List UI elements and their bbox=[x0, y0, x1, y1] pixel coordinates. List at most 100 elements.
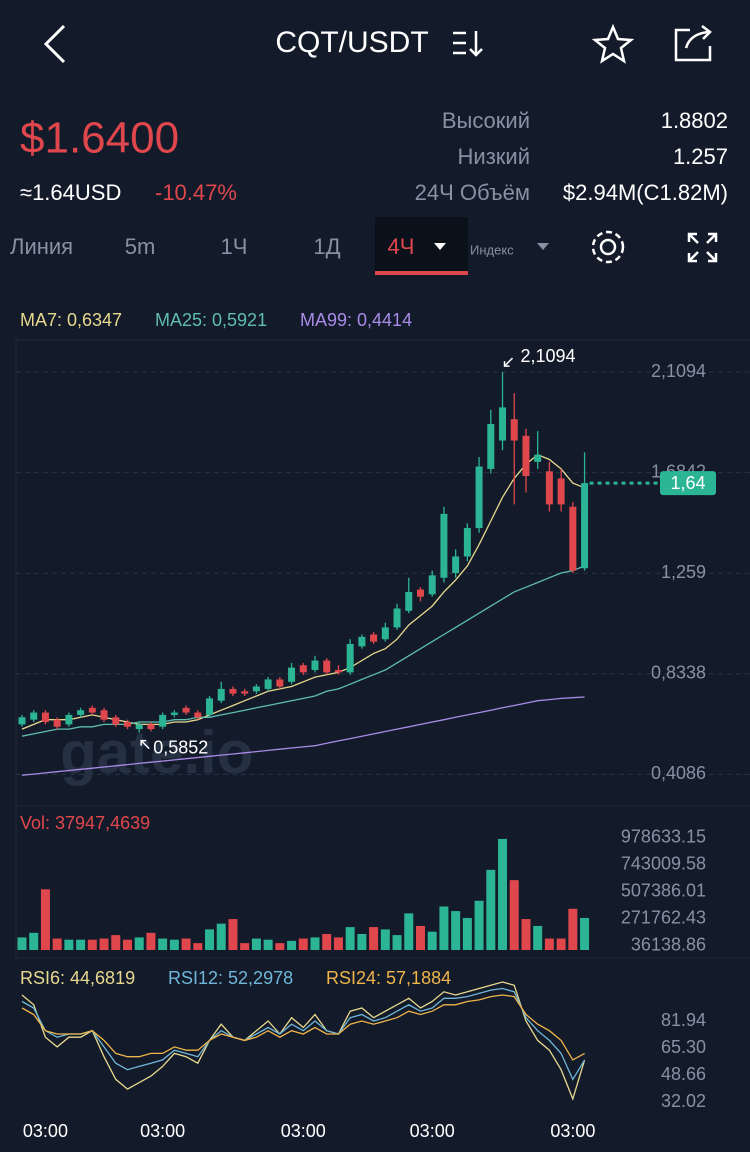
candle-body bbox=[159, 714, 167, 727]
fullscreen-button[interactable] bbox=[687, 232, 718, 263]
candle-body bbox=[112, 717, 120, 725]
candle-body bbox=[217, 688, 225, 701]
candle-body bbox=[522, 435, 530, 477]
price-change: -10.47% bbox=[155, 180, 237, 205]
candle-body bbox=[123, 722, 131, 727]
legend-entry: RSI12: 52,2978 bbox=[168, 968, 293, 988]
candle-body bbox=[276, 679, 284, 687]
volume-bar bbox=[357, 933, 367, 950]
volume-bar bbox=[380, 929, 390, 950]
tab-active[interactable]: 4Ч bbox=[388, 234, 415, 259]
candle-body bbox=[30, 712, 38, 720]
rsi-line bbox=[21, 981, 586, 1101]
volume-label: Vol: 37947,4639 bbox=[20, 813, 150, 833]
candle-body bbox=[100, 710, 108, 720]
current-price-box bbox=[660, 471, 716, 496]
x-tick-label: 03:00 bbox=[410, 1121, 455, 1141]
volume-bar bbox=[498, 838, 508, 950]
volume-bar bbox=[287, 940, 297, 950]
volume-bar bbox=[87, 939, 97, 950]
candle-body bbox=[77, 710, 85, 715]
volume-bar bbox=[310, 937, 320, 950]
y-tick-label: 81.94 bbox=[661, 1010, 706, 1030]
candle-body bbox=[499, 407, 507, 441]
y-tick-label: 65.30 bbox=[661, 1037, 706, 1057]
settings-button[interactable] bbox=[591, 230, 625, 264]
rsi-line bbox=[21, 987, 586, 1081]
volume-bar bbox=[544, 938, 554, 950]
volume-bar bbox=[228, 919, 238, 950]
candle-body bbox=[229, 688, 237, 694]
tab[interactable]: 1Д bbox=[313, 234, 340, 259]
candle-body bbox=[428, 575, 436, 595]
candle-body bbox=[358, 636, 366, 647]
stat-label: Низкий bbox=[458, 144, 530, 169]
volume-bar bbox=[263, 939, 273, 950]
candle-body bbox=[182, 707, 190, 713]
tab[interactable]: 5m bbox=[125, 234, 156, 259]
stat-value: 1.8802 bbox=[661, 108, 728, 133]
tab[interactable]: 1Ч bbox=[221, 234, 248, 259]
stat-value: $2.94M(C1.82M) bbox=[563, 180, 728, 205]
tab[interactable]: Индекс bbox=[470, 242, 514, 257]
candle-body bbox=[88, 707, 96, 713]
candle-body bbox=[452, 556, 460, 573]
volume-bar bbox=[509, 880, 519, 950]
volume-bar bbox=[322, 933, 332, 950]
volume-bar bbox=[369, 927, 379, 950]
volume-bar bbox=[40, 889, 50, 950]
dropdown-arrow bbox=[434, 243, 446, 250]
stat-label: Высокий bbox=[442, 108, 530, 133]
min-arrow bbox=[140, 739, 150, 750]
y-tick-label: 978633.15 bbox=[621, 827, 706, 847]
y-tick-label: 507386.01 bbox=[621, 881, 706, 901]
candle-body bbox=[53, 719, 61, 727]
volume-bar bbox=[333, 937, 343, 950]
candle-body bbox=[370, 634, 378, 642]
last-price: $1.6400 bbox=[20, 114, 179, 163]
legend-entry: MA25: 0,5921 bbox=[155, 310, 267, 330]
switch-icon[interactable] bbox=[453, 31, 483, 57]
candle-body bbox=[135, 724, 143, 730]
favorite-button[interactable] bbox=[591, 23, 635, 64]
y-tick-label: 271762.43 bbox=[621, 908, 706, 928]
volume-bar bbox=[29, 932, 39, 950]
candle-body bbox=[41, 712, 49, 723]
volume-bar bbox=[415, 925, 425, 950]
candle-body bbox=[18, 717, 26, 725]
candle-body bbox=[346, 643, 354, 673]
volume-bar bbox=[556, 938, 566, 950]
volume-bar bbox=[521, 919, 531, 950]
candle-body bbox=[416, 589, 424, 597]
volume-bar bbox=[392, 935, 402, 950]
rsi-line bbox=[21, 994, 585, 1061]
candle-body bbox=[299, 665, 307, 673]
y-tick-label: 36138.86 bbox=[631, 935, 706, 955]
volume-bar bbox=[76, 939, 86, 950]
volume-bar bbox=[158, 938, 168, 950]
candle-body bbox=[487, 423, 495, 469]
back-button[interactable] bbox=[43, 24, 66, 64]
legend-entry: MA7: 0,6347 bbox=[20, 310, 122, 330]
min-label: 0,5852 bbox=[153, 737, 208, 757]
volume-bar bbox=[474, 900, 484, 950]
volume-bar bbox=[298, 938, 308, 950]
pair-title[interactable]: CQT/USDT bbox=[275, 26, 428, 59]
candle-body bbox=[405, 591, 413, 611]
tab[interactable]: Линия bbox=[10, 234, 73, 259]
volume-bar bbox=[181, 938, 191, 950]
candle-body bbox=[194, 712, 202, 718]
y-tick-label: 1,259 bbox=[661, 562, 706, 582]
volume-bar bbox=[134, 937, 144, 950]
share-button[interactable] bbox=[674, 25, 712, 62]
volume-bar bbox=[205, 929, 215, 950]
volume-bar bbox=[404, 913, 414, 950]
volume-bar bbox=[439, 906, 449, 950]
stat-value: 1.257 bbox=[673, 144, 728, 169]
ma-line bbox=[21, 696, 585, 776]
stat-label: 24Ч Объём bbox=[415, 180, 530, 205]
candle-body bbox=[381, 627, 389, 640]
candle-body bbox=[440, 513, 448, 578]
current-price-label: 1,64 bbox=[670, 473, 705, 493]
